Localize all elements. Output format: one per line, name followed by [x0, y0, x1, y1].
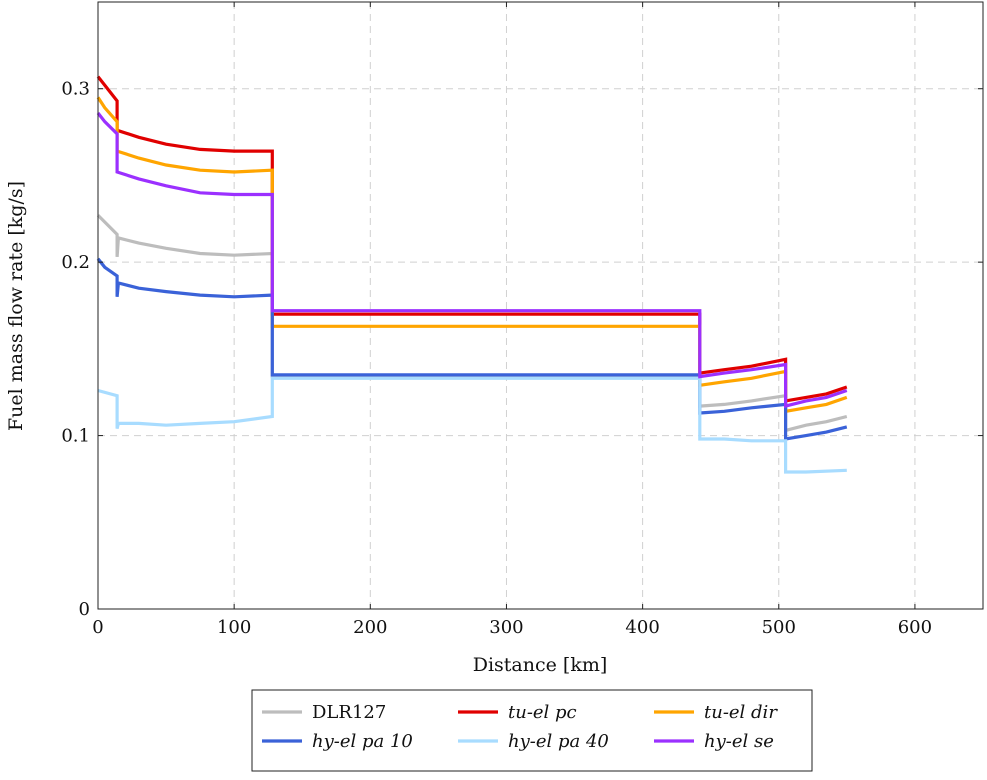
series-lines [96, 75, 848, 474]
y-axis-label: Fuel mass flow rate [kg/s] [5, 181, 27, 431]
y-tick-label: 0.1 [61, 426, 90, 447]
x-tick-label: 300 [489, 617, 523, 638]
legend: DLR127 tu-el pc tu-el dir hy-el pa 10 hy-el … [251, 689, 813, 772]
plot-frame [97, 1, 984, 610]
x-tick-label: 500 [762, 617, 796, 638]
legend-label: DLR127 [312, 702, 386, 723]
legend-label: tu-el dir [704, 702, 778, 723]
legend-label: tu-el pc [508, 702, 577, 723]
series-line-hy-el-pa-10 [96, 257, 848, 441]
series-line-dlr127 [96, 214, 848, 433]
y-tick-label: 0.2 [61, 252, 90, 273]
x-tick-label: 100 [217, 617, 251, 638]
legend-label: hy-el pa 10 [312, 731, 413, 752]
y-tick-label: 0 [79, 599, 90, 620]
series-line-hy-el-pa-40 [97, 376, 847, 474]
legend-label: hy-el se [704, 731, 774, 752]
x-tick-label: 400 [625, 617, 659, 638]
grid [97, 2, 983, 610]
series-line-hy-el-se [96, 112, 848, 409]
y-tick-label: 0.3 [61, 79, 90, 100]
x-tick-label: 600 [898, 617, 932, 638]
legend-box [251, 689, 813, 772]
x-tick-label: 0 [92, 617, 103, 638]
legend-label: hy-el pa 40 [508, 731, 609, 752]
ticks: 0 100 200 300 400 500 600 0 0.1 0.2 0.3 [61, 2, 983, 638]
x-axis-label: Distance [km] [473, 654, 608, 676]
series-line-tu-el-pc [96, 75, 848, 403]
x-tick-label: 200 [353, 617, 387, 638]
